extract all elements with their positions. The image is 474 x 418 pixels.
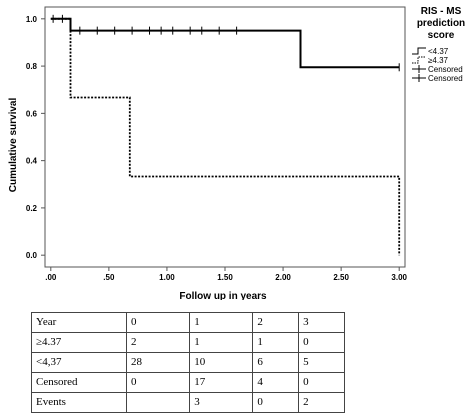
table-row: <4,37 28 10 6 5 (31, 352, 345, 373)
legend: RIS - MSpredictionscore<4.37≥4.37Censore… (412, 6, 465, 83)
legend-title-line: prediction (417, 18, 465, 29)
table-cell: 2 (252, 312, 300, 333)
legend-symbol (412, 56, 426, 64)
y-tick-label: 0.6 (26, 109, 38, 118)
x-tick-label: .00 (45, 273, 57, 282)
x-axis: .00 .50 1.00 1.50 2.00 2.50 3.00 (45, 267, 408, 282)
table-cell: 0 (125, 312, 191, 333)
x-axis-title: Follow up in years (179, 291, 267, 300)
x-tick-label: .50 (103, 273, 115, 282)
table-row: Censored 0 17 4 0 (31, 372, 345, 393)
series-layer (50, 14, 401, 256)
table-cell: 0 (125, 372, 191, 393)
risk-table: Year 0 1 2 3 ≥4.37 2 1 1 0 <4,37 28 10 6 5 Censored 0 17 4… (31, 312, 345, 413)
table-cell: 0 (298, 372, 345, 393)
table-cell: ≥4.37 (31, 332, 127, 353)
table-cell: 4 (252, 372, 300, 393)
table-cell: 28 (125, 352, 191, 373)
table-cell: <4,37 (31, 352, 127, 373)
y-tick-label: 0.4 (26, 157, 38, 166)
table-cell: 3 (189, 392, 254, 413)
plot-border (44, 6, 406, 268)
table-cell: 2 (298, 392, 345, 413)
series-line-0 (50, 17, 400, 69)
legend-title-line: RIS - MS (421, 6, 462, 17)
y-axis: 0.0 0.2 0.4 0.6 0.8 1.0 (26, 15, 45, 260)
table-cell: 3 (298, 312, 345, 333)
table-cell: 1 (189, 332, 254, 353)
table-cell: 5 (298, 352, 345, 373)
series-line-1 (50, 17, 401, 256)
table-cell: Censored (31, 372, 127, 393)
x-tick-label: 2.50 (333, 273, 349, 282)
legend-entry-label: <4.37 (428, 47, 449, 56)
x-tick-label: 2.00 (275, 273, 291, 282)
legend-symbol (412, 47, 426, 55)
y-tick-label: 1.0 (26, 15, 38, 24)
table-cell (125, 392, 191, 413)
x-tick-label: 1.50 (217, 273, 233, 282)
table-cell: 0 (298, 332, 345, 353)
y-tick-label: 0.2 (26, 204, 38, 213)
table-cell: 2 (125, 332, 191, 353)
table-row: ≥4.37 2 1 1 0 (31, 332, 345, 353)
plot-frame (44, 6, 406, 268)
x-tick-label: 1.00 (159, 273, 175, 282)
table-cell: 17 (189, 372, 254, 393)
y-tick-label: 0.8 (26, 62, 38, 71)
km-chart: 0.0 0.2 0.4 0.6 0.8 1.0 .00 .50 1.00 1.50 2.00 2.5… (8, 6, 465, 300)
table-cell: 1 (252, 332, 300, 353)
table-cell: Year (31, 312, 127, 333)
x-tick-label: 3.00 (391, 273, 407, 282)
legend-title-line: score (428, 30, 455, 41)
y-tick-label: 0.0 (26, 251, 38, 260)
table-cell: 0 (252, 392, 300, 413)
legend-entry-label: Censored (428, 65, 463, 74)
table-row: Year 0 1 2 3 (31, 312, 345, 333)
legend-entry-label: Censored (428, 74, 463, 83)
legend-entry-label: ≥4.37 (428, 56, 449, 65)
table-cell: 10 (189, 352, 254, 373)
table-cell: 6 (252, 352, 300, 373)
table-row: Events 3 0 2 (31, 392, 345, 413)
table-cell: 1 (189, 312, 254, 333)
table-cell: Events (31, 392, 127, 413)
y-axis-title: Cumulative survival (8, 98, 19, 193)
